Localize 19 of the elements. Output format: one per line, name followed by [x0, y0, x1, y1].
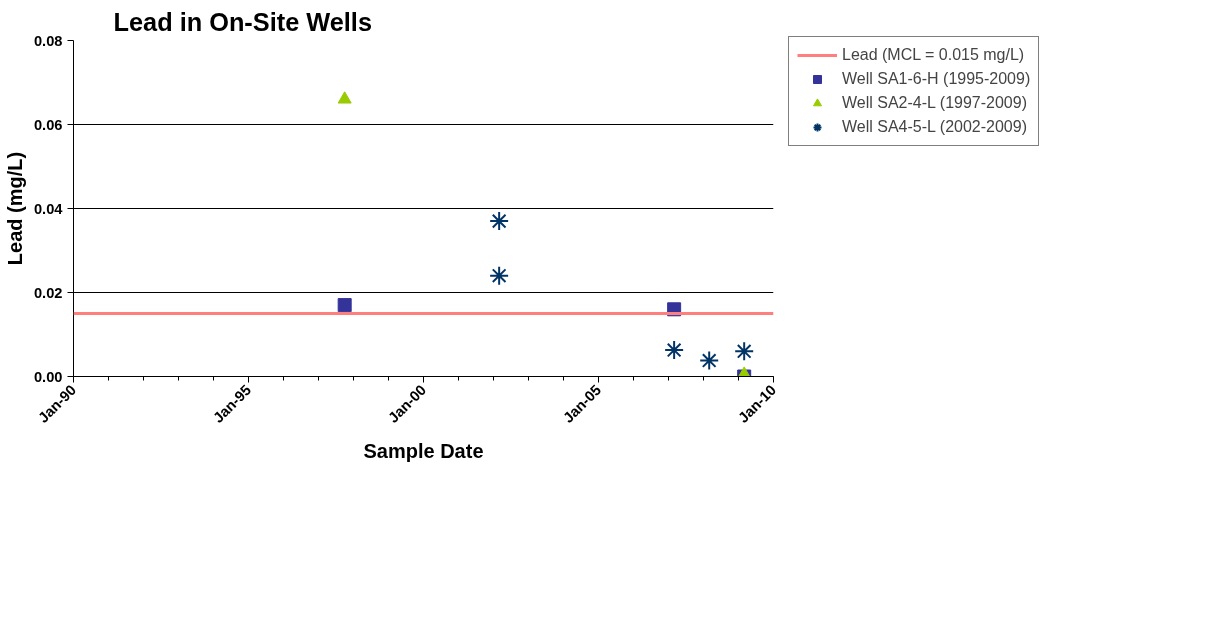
chart-title: Lead in On-Site Wells [113, 7, 372, 36]
y-tick-label: 0.02 [33, 284, 63, 301]
y-axis-title: Lead (mg/L) [3, 151, 26, 266]
x-axis-title: Sample Date [363, 439, 484, 462]
legend-label: Lead (MCL = 0.015 mg/L) [842, 46, 1025, 64]
point [664, 340, 685, 361]
point [337, 298, 352, 313]
legend-label: Well SA2-4-L (1997-2009) [842, 94, 1027, 112]
y-tick-label: 0.00 [33, 368, 63, 385]
point [489, 211, 510, 232]
legend-label: Well SA1-6-H (1995-2009) [842, 70, 1031, 88]
point [489, 265, 510, 286]
point [337, 91, 352, 104]
legend-label: Well SA4-5-L (2002-2009) [842, 118, 1027, 136]
point [734, 341, 755, 362]
y-tick-label: 0.06 [33, 116, 63, 133]
y-tick-label: 0.04 [33, 200, 64, 217]
point [699, 350, 720, 371]
y-tick-label: 0.08 [33, 32, 63, 49]
